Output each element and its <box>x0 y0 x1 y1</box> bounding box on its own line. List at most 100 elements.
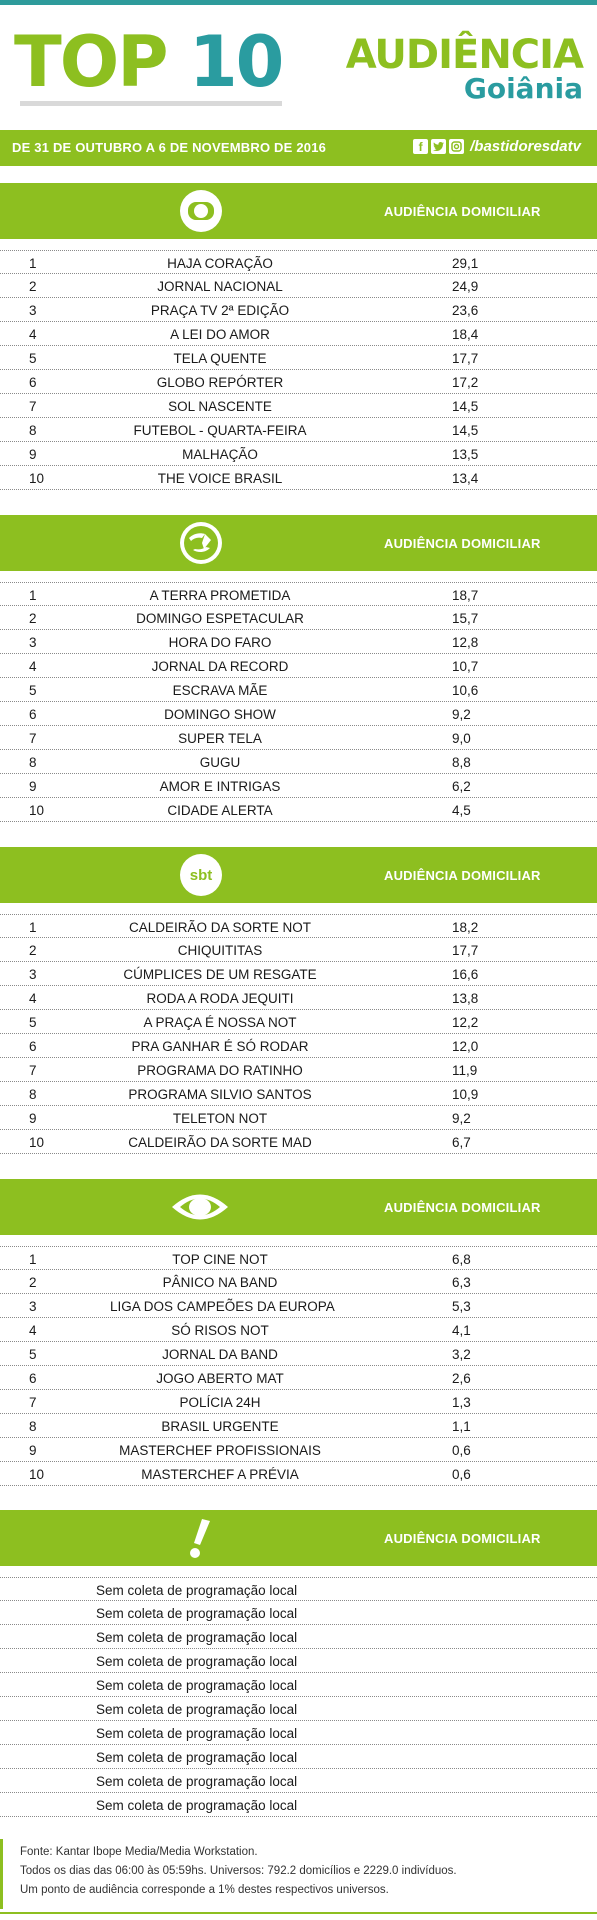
ranking-list-band: 1 TOP CINE NOT 6,8 2 PÂNICO NA BAND 6,3 3 LIG… <box>0 1246 597 1486</box>
no-data-note: Sem coleta de programação local <box>96 1798 298 1813</box>
rating-value: 17,2 <box>452 375 479 390</box>
universe-line: Um ponto de audiência corresponde a 1% d… <box>20 1884 389 1896</box>
record-logo-icon <box>180 522 222 564</box>
section-heading: AUDIÊNCIA DOMICILIAR <box>384 1531 541 1546</box>
program-name: CÚMPLICES DE UM RESGATE <box>123 967 317 982</box>
rank: 10 <box>29 471 45 486</box>
rank: 2 <box>29 1275 37 1290</box>
program-name: BRASIL URGENTE <box>161 1419 279 1434</box>
table-row: 5 ESCRAVA MÃE 10,6 <box>0 678 597 702</box>
rank: 7 <box>29 399 37 414</box>
table-row: 7 PROGRAMA DO RATINHO 11,9 <box>0 1058 597 1082</box>
table-row: 9 MALHAÇÃO 13,5 <box>0 442 597 466</box>
no-data-note: Sem coleta de programação local <box>96 1702 298 1717</box>
rating-value: 3,2 <box>452 1347 471 1362</box>
rank: 3 <box>29 635 37 650</box>
no-data-note: Sem coleta de programação local <box>96 1726 298 1741</box>
program-name: SOL NASCENTE <box>168 399 272 414</box>
section-header-record: AUDIÊNCIA DOMICILIAR <box>0 515 597 571</box>
social-handle[interactable]: /bastidoresdatv <box>470 138 581 155</box>
rank: 10 <box>29 803 45 818</box>
rating-value: 13,8 <box>452 991 479 1006</box>
rank: 1 <box>29 256 37 271</box>
ranking-list-redetv: Sem coleta de programação local Sem cole… <box>0 1577 597 1817</box>
band-logo-icon <box>172 1194 228 1220</box>
list-item: Sem coleta de programação local <box>0 1745 597 1769</box>
table-row: 2 JORNAL NACIONAL 24,9 <box>0 274 597 298</box>
rank: 9 <box>29 447 37 462</box>
rating-value: 12,2 <box>452 1015 479 1030</box>
rank: 9 <box>29 779 37 794</box>
rating-value: 10,7 <box>452 659 479 674</box>
rank: 3 <box>29 303 37 318</box>
table-row: 7 SOL NASCENTE 14,5 <box>0 394 597 418</box>
rank: 4 <box>29 1323 37 1338</box>
program-name: TELETON NOT <box>172 1111 268 1126</box>
list-item: Sem coleta de programação local <box>0 1601 597 1625</box>
rating-value: 14,5 <box>452 423 479 438</box>
list-item: Sem coleta de programação local <box>0 1793 597 1817</box>
program-name: TELA QUENTE <box>173 351 267 366</box>
table-row: 9 MASTERCHEF PROFISSIONAIS 0,6 <box>0 1438 597 1462</box>
section-heading: AUDIÊNCIA DOMICILIAR <box>384 204 541 219</box>
table-row: 9 TELETON NOT 9,2 <box>0 1106 597 1130</box>
program-name: PROGRAMA SILVIO SANTOS <box>128 1087 312 1102</box>
source-footnote: Fonte: Kantar Ibope Media/Media Workstat… <box>0 1839 597 1909</box>
date-range: DE 31 DE OUTUBRO A 6 DE NOVEMBRO DE 2016 <box>12 140 327 155</box>
section-heading: AUDIÊNCIA DOMICILIAR <box>384 536 541 551</box>
section-heading: AUDIÊNCIA DOMICILIAR <box>384 1200 541 1215</box>
facebook-icon[interactable]: f <box>413 139 429 154</box>
table-row: 1 TOP CINE NOT 6,8 <box>0 1246 597 1270</box>
rank: 4 <box>29 327 37 342</box>
rating-value: 18,7 <box>452 588 479 603</box>
rating-value: 13,5 <box>452 447 479 462</box>
rank: 10 <box>29 1135 45 1150</box>
rating-value: 9,2 <box>452 707 471 722</box>
instagram-icon[interactable] <box>449 139 465 154</box>
table-row: 1 HAJA CORAÇÃO 29,1 <box>0 250 597 274</box>
rank: 8 <box>29 755 37 770</box>
table-row: 4 SÓ RISOS NOT 4,1 <box>0 1318 597 1342</box>
table-row: 2 DOMINGO ESPETACULAR 15,7 <box>0 606 597 630</box>
table-row: 4 RODA A RODA JEQUITI 13,8 <box>0 986 597 1010</box>
program-name: JOGO ABERTO MAT <box>156 1371 284 1386</box>
table-row: 10 CIDADE ALERTA 4,5 <box>0 798 597 822</box>
schedule-line: Todos os dias das 06:00 às 05:59hs. Univ… <box>20 1865 457 1877</box>
rating-value: 4,5 <box>452 803 471 818</box>
brand-logo: AUDIÊNCIA Goiânia <box>346 35 584 103</box>
table-row: 8 PROGRAMA SILVIO SANTOS 10,9 <box>0 1082 597 1106</box>
list-item: Sem coleta de programação local <box>0 1625 597 1649</box>
table-row: 7 SUPER TELA 9,0 <box>0 726 597 750</box>
table-row: 2 CHIQUITITAS 17,7 <box>0 938 597 962</box>
rating-value: 0,6 <box>452 1443 471 1458</box>
table-row: 7 POLÍCIA 24H 1,3 <box>0 1390 597 1414</box>
program-name: PÂNICO NA BAND <box>162 1275 278 1290</box>
rating-value: 11,9 <box>452 1063 478 1078</box>
table-row: 5 JORNAL DA BAND 3,2 <box>0 1342 597 1366</box>
table-row: 6 DOMINGO SHOW 9,2 <box>0 702 597 726</box>
rank: 6 <box>29 375 37 390</box>
program-name: GUGU <box>199 755 241 770</box>
rating-value: 23,6 <box>452 303 479 318</box>
rank: 4 <box>29 659 37 674</box>
rank: 2 <box>29 611 37 626</box>
program-name: A LEI DO AMOR <box>170 327 270 342</box>
rank: 6 <box>29 1371 37 1386</box>
table-row: 1 A TERRA PROMETIDA 18,7 <box>0 582 597 606</box>
header: TOP 10 AUDIÊNCIA Goiânia <box>0 5 597 130</box>
title-part1: TOP <box>14 21 169 103</box>
program-name: CIDADE ALERTA <box>167 803 273 818</box>
twitter-icon[interactable] <box>431 139 447 154</box>
program-name: JORNAL NACIONAL <box>157 279 283 294</box>
program-name: SUPER TELA <box>178 731 262 746</box>
table-row: 3 LIGA DOS CAMPEÕES DA EUROPA 5,3 <box>0 1294 597 1318</box>
rank: 8 <box>29 423 37 438</box>
rating-value: 29,1 <box>452 256 479 271</box>
rank: 6 <box>29 1039 37 1054</box>
no-data-note: Sem coleta de programação local <box>96 1678 298 1693</box>
program-name: A TERRA PROMETIDA <box>149 588 291 603</box>
program-name: MASTERCHEF PROFISSIONAIS <box>119 1443 321 1458</box>
bottom-accent-line <box>0 1912 597 1914</box>
table-row: 8 BRASIL URGENTE 1,1 <box>0 1414 597 1438</box>
social-links: f /bastidoresdatv <box>413 138 581 155</box>
